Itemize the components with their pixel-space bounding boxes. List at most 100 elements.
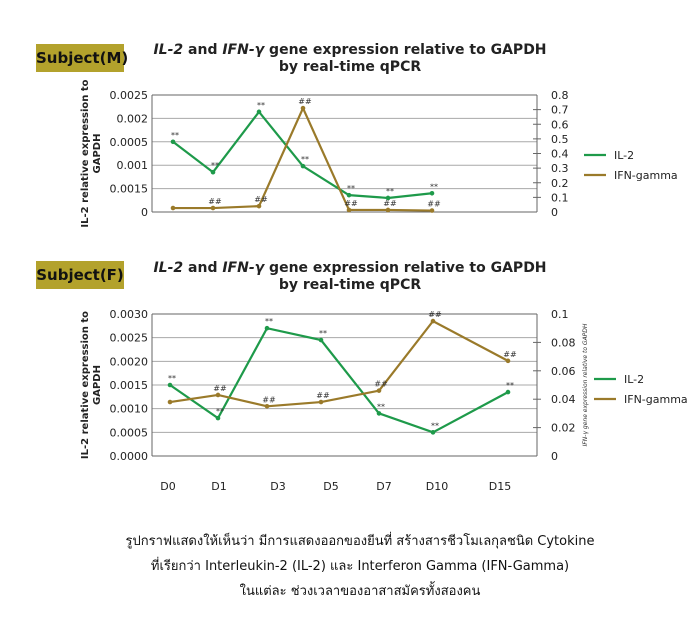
legend-label: IFN-gamma [614,169,678,182]
data-point-il-2 [346,192,352,198]
data-point-ifn-gamma [376,388,382,393]
chart-m-title: IL-2 and IFN-γ gene expression relative … [130,42,570,76]
data-point-ifn-gamma [215,392,221,398]
data-point-ifn-gamma [170,205,176,211]
data-point-il-2 [167,382,173,388]
significance-mark: ## [298,97,312,106]
data-point-il-2 [170,139,176,145]
significance-mark: ## [344,199,358,208]
y-axis-label-line2: GAPDH [92,134,103,174]
significance-mark: ## [503,350,517,359]
data-point-il-2 [210,169,216,175]
data-point-ifn-gamma [318,399,324,405]
left-tick-label: 0 [141,206,148,219]
x-tick-label: D5 [323,480,338,493]
right-tick-label: 0.02 [551,422,576,435]
title-and: and [183,42,223,58]
data-point-ifn-gamma [346,207,352,213]
significance-mark: ## [254,195,268,204]
x-tick-label: D10 [426,480,448,493]
title-rest: gene expression relative to GAPDH [264,260,547,276]
data-point-il-2 [264,325,270,331]
left-tick-label: 0.001 [117,159,149,172]
right-tick-label: 0.6 [551,118,569,131]
significance-mark: ## [428,310,442,319]
series-line-il-2 [169,326,509,434]
x-tick-label: D0 [160,480,175,493]
data-point-ifn-gamma [210,205,216,211]
y-axis-label-line2: GAPDH [92,365,103,405]
x-tick-label: D1 [211,480,226,493]
left-tick-label: 0.0005 [110,136,149,149]
caption-line1: รูปกราฟแสดงให้เห็นว่า มีการแสดงออกของยีน… [125,534,595,549]
data-point-il-2 [215,415,221,421]
chart-f: 0.0000 0.0005 0.0010 0.0015 0.0020 0.0025 0.00… [80,308,688,493]
data-point-il-2 [376,411,382,416]
significance-mark: ** [301,155,309,164]
significance-mark: ** [265,317,273,326]
left-tick-label: 0.0020 [110,355,149,368]
title-il2: IL-2 [153,260,184,276]
significance-mark: ** [431,421,439,430]
right-tick-label: 0.04 [551,393,576,406]
left-tick-label: 0.0005 [110,426,149,439]
chart-f-title: IL-2 and IFN-γ gene expression relative … [130,260,570,294]
left-tick-label: 0.0030 [110,308,149,321]
significance-mark: ** [171,131,179,140]
data-point-ifn-gamma [429,208,435,213]
data-point-il-2 [430,430,436,435]
data-point-il-2 [318,337,324,343]
title-and: and [183,260,223,276]
chart-m: 00.00150.0010.00050.0020.002500.10.20.30… [80,79,678,227]
right-tick-label: 0.4 [551,148,569,161]
left-tick-label: 0.0015 [110,379,149,392]
significance-mark: ** [386,187,394,196]
significance-mark: ** [506,381,514,390]
significance-mark: ## [208,197,222,206]
significance-mark: ## [316,391,330,400]
right-tick-label: 0.3 [551,162,569,175]
x-tick-label: D3 [270,480,285,493]
title-ifn: IFN-γ [222,42,265,58]
data-point-il-2 [429,190,435,196]
left-tick-label: 0.0015 [110,183,149,196]
data-point-ifn-gamma [430,318,436,324]
right-tick-label: 0.5 [551,133,569,146]
data-point-il-2 [385,195,391,201]
caption-line3: ในแต่ละ ช่วงเวลาของอาสาสมัครทั้งสองคน [239,584,481,599]
data-point-ifn-gamma [505,358,511,364]
x-tick-label: D15 [489,480,511,493]
y2-axis-label: IFN-γ gene expression relative to GAPDH [582,323,589,446]
left-tick-label: 0.0010 [110,403,149,416]
significance-mark: ## [213,384,227,393]
title-il2: IL-2 [153,42,184,58]
title-line2: by real-time qPCR [278,277,422,293]
data-point-il-2 [300,163,306,169]
legend-label: IFN-gamma [624,393,688,406]
left-tick-label: 0.002 [117,112,149,125]
data-point-ifn-gamma [385,207,391,213]
right-tick-label: 0.1 [551,191,569,204]
data-point-ifn-gamma [264,404,270,409]
significance-mark: ** [211,161,219,170]
significance-mark: ** [257,101,265,110]
y-axis-label: IL-2 relative expression to [80,79,91,227]
subject-m-badge: Subject(M) [36,44,128,72]
data-point-il-2 [256,109,262,115]
x-tick-label: D7 [376,480,391,493]
significance-mark: ## [374,380,388,389]
legend-label: IL-2 [614,149,634,162]
title-line2: by real-time qPCR [278,59,422,75]
left-tick-label: 0.0000 [110,450,149,463]
data-point-ifn-gamma [256,203,262,209]
y-axis-label: IL-2 relative expression to [80,311,91,459]
significance-mark: ** [168,374,176,383]
left-tick-label: 0.0025 [110,332,149,345]
significance-mark: ## [427,200,441,209]
legend-label: IL-2 [624,373,644,386]
right-tick-label: 0.8 [551,89,569,102]
significance-mark: ## [383,199,397,208]
caption-line2: ที่เรียกว่า Interleukin-2 (IL-2) และ Int… [150,559,570,574]
right-tick-label: 0.2 [551,177,569,190]
left-tick-label: 0.0025 [110,89,149,102]
